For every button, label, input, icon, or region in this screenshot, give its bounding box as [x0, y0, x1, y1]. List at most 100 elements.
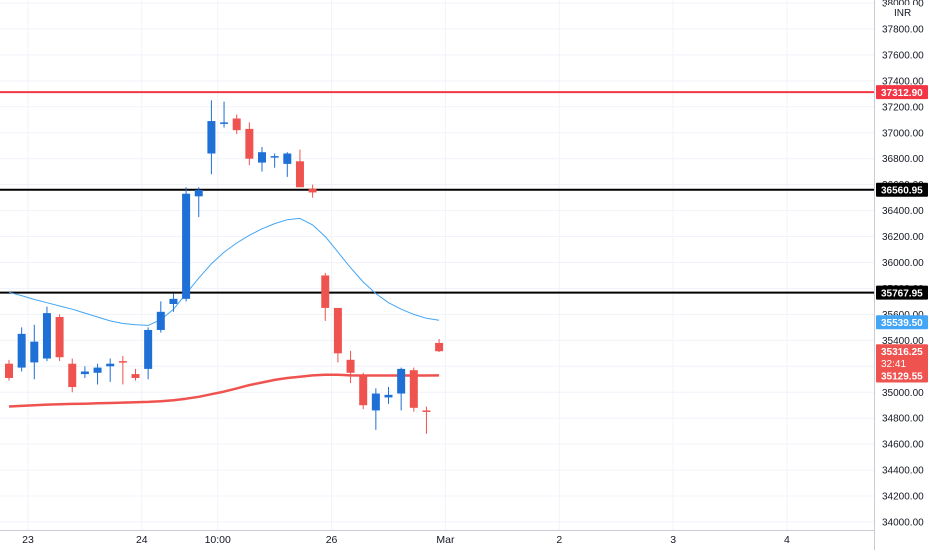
price-tick-label: 34600.00 — [882, 440, 924, 451]
candle[interactable] — [346, 350, 355, 384]
candle[interactable] — [118, 355, 127, 385]
candle[interactable] — [131, 368, 140, 381]
time-tick-label: 23 — [22, 534, 34, 546]
candle-body — [80, 371, 89, 375]
candle[interactable] — [422, 406, 431, 434]
candle[interactable] — [207, 100, 216, 175]
candle[interactable] — [308, 184, 317, 198]
candle[interactable] — [333, 307, 342, 363]
candle[interactable] — [232, 114, 241, 135]
candle[interactable] — [359, 372, 368, 410]
price-tick-label: 34200.00 — [882, 492, 924, 503]
candle-body — [156, 311, 165, 330]
price-tick-label: 34800.00 — [882, 414, 924, 425]
candle[interactable] — [42, 306, 51, 362]
candle[interactable] — [270, 153, 279, 168]
horizontal-levels — [0, 91, 874, 294]
price-tick-label: 38000.00 — [882, 0, 924, 10]
candle-body — [194, 189, 203, 197]
candle-body — [42, 313, 51, 359]
candle[interactable] — [17, 327, 26, 372]
candle-body — [384, 394, 393, 398]
level-price-tag-text: 36560.95 — [881, 186, 923, 197]
series-line — [8, 217, 440, 326]
candle[interactable] — [30, 324, 39, 380]
price-tick-label: 37600.00 — [882, 50, 924, 61]
candle-body — [359, 375, 368, 406]
candle[interactable] — [80, 366, 89, 378]
time-tick-label: 24 — [136, 534, 148, 546]
candle[interactable] — [5, 359, 13, 381]
candle-body — [182, 193, 191, 299]
candle[interactable] — [93, 363, 102, 385]
candle-body — [283, 153, 292, 164]
price-tick-label: 37000.00 — [882, 128, 924, 139]
price-labels: 37312.90 36560.95 35767.95 35539.50 35316.25… — [876, 85, 928, 383]
price-tick-label: 37800.00 — [882, 24, 924, 35]
level-price-tag: 35767.95 — [876, 285, 928, 300]
candles — [5, 100, 444, 434]
candle-body — [106, 363, 115, 367]
candle-body — [295, 161, 304, 188]
candle-body — [118, 361, 127, 363]
currency-box — [886, 5, 918, 19]
candle-body — [207, 121, 216, 154]
candle[interactable] — [435, 339, 444, 353]
candle[interactable] — [144, 327, 153, 380]
candle[interactable] — [68, 358, 77, 393]
candle-body — [435, 342, 444, 352]
time-tick-label: 4 — [784, 534, 790, 546]
candle[interactable] — [371, 388, 380, 430]
candle[interactable] — [220, 101, 229, 128]
candle[interactable] — [55, 314, 64, 362]
candle[interactable] — [384, 387, 393, 404]
candle[interactable] — [194, 187, 203, 218]
price-tick-label: 36800.00 — [882, 154, 924, 165]
level-price-tag: 36560.95 — [876, 182, 928, 197]
series-line — [8, 373, 440, 408]
candle-body — [30, 341, 39, 363]
candle[interactable] — [321, 272, 330, 321]
level-price-tag-bg — [876, 285, 928, 300]
candle-body — [397, 368, 406, 394]
candle-body — [346, 359, 355, 373]
candle[interactable] — [169, 293, 178, 312]
price-label: 35129.55 — [876, 368, 928, 383]
candle[interactable] — [156, 301, 165, 333]
time-tick-label: 3 — [670, 534, 676, 546]
candle[interactable] — [182, 187, 191, 302]
candle-body — [220, 122, 229, 124]
price-tick-label: 36200.00 — [882, 232, 924, 243]
price-label-text: 35539.50 — [881, 318, 923, 329]
candle-body — [55, 316, 64, 358]
candle-body — [422, 410, 431, 412]
price-label: 35539.50 — [876, 315, 928, 330]
candle[interactable] — [258, 147, 266, 172]
candle-body — [371, 393, 380, 411]
time-tick-label: 10:00 — [205, 534, 231, 546]
candle[interactable] — [397, 367, 406, 411]
candle[interactable] — [283, 152, 292, 177]
time-tick-label: Mar — [436, 534, 455, 546]
price-tick-label: 36400.00 — [882, 206, 924, 217]
countdown-label: 32:41 — [881, 359, 906, 370]
level-price-tag-bg — [876, 182, 928, 197]
candle[interactable] — [409, 367, 418, 412]
price-tick-label: 34000.00 — [882, 518, 924, 529]
candle-body — [131, 374, 140, 378]
candle-body — [169, 298, 178, 305]
level-price-tag-text: 35767.95 — [881, 289, 923, 300]
candle-body — [68, 363, 77, 388]
candle[interactable] — [106, 358, 115, 382]
candle-body — [93, 367, 102, 373]
candle[interactable] — [245, 122, 254, 166]
price-tick-label: 35400.00 — [882, 336, 924, 347]
level-price-tag: 37312.90 — [876, 85, 928, 100]
price-tick-label: 35000.00 — [882, 388, 924, 399]
candle[interactable] — [295, 149, 304, 188]
price-label-bg — [876, 368, 928, 383]
candle-body — [258, 152, 266, 163]
